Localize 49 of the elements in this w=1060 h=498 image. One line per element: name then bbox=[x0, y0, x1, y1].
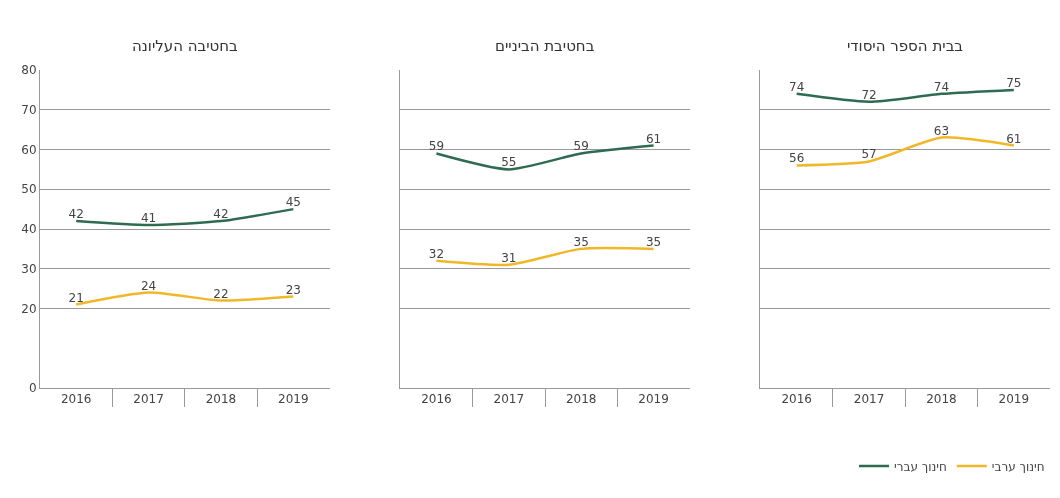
data-label: 74 bbox=[933, 79, 950, 94]
data-label: 75 bbox=[1006, 75, 1022, 90]
data-label: 61 bbox=[645, 131, 662, 146]
x-tick-label: 2018 bbox=[205, 392, 237, 407]
data-label: 59 bbox=[573, 139, 589, 154]
data-label: 56 bbox=[789, 151, 805, 166]
data-label: 42 bbox=[213, 207, 229, 222]
x-tick-label: 2016 bbox=[60, 392, 92, 407]
data-label: 22 bbox=[213, 286, 229, 301]
x-tick-label: 2019 bbox=[998, 392, 1030, 407]
data-label: 42 bbox=[68, 207, 84, 222]
y-tick-label: 80 bbox=[21, 63, 37, 78]
data-label: 32 bbox=[428, 246, 445, 261]
data-label: 57 bbox=[861, 147, 877, 162]
x-tick-label: 2018 bbox=[565, 392, 597, 407]
data-label: 41 bbox=[140, 211, 157, 226]
data-label: 61 bbox=[1006, 131, 1022, 146]
chart-title: בחטיבת הביניים bbox=[495, 37, 595, 55]
data-label: 55 bbox=[501, 155, 517, 170]
chart-title: בחטיבה העליונה bbox=[132, 37, 239, 55]
data-label: 63 bbox=[933, 123, 950, 138]
data-label: 59 bbox=[428, 139, 445, 154]
x-tick-label: 2017 bbox=[133, 392, 164, 407]
x-tick-label: 2016 bbox=[421, 392, 452, 407]
data-label: 35 bbox=[573, 234, 589, 249]
y-tick-label: 20 bbox=[21, 301, 37, 316]
x-tick-label: 2019 bbox=[638, 392, 669, 407]
y-tick-label: 30 bbox=[21, 261, 37, 276]
data-label: 72 bbox=[861, 87, 877, 102]
data-label: 21 bbox=[68, 290, 84, 305]
data-label: 35 bbox=[645, 234, 662, 249]
data-label: 74 bbox=[789, 79, 805, 94]
legend-label: חינוך עברי bbox=[894, 459, 947, 474]
data-label: 45 bbox=[285, 195, 301, 210]
data-label: 23 bbox=[285, 282, 301, 297]
x-tick-label: 2017 bbox=[493, 392, 525, 407]
x-tick-label: 2019 bbox=[278, 392, 309, 407]
y-tick-label: 60 bbox=[21, 142, 37, 157]
data-label: 31 bbox=[501, 250, 517, 265]
legend-label: חינוך ערבי bbox=[991, 459, 1045, 474]
y-tick-label: 50 bbox=[21, 182, 37, 197]
x-tick-label: 2016 bbox=[781, 392, 812, 407]
y-tick-label: 70 bbox=[21, 102, 37, 117]
y-tick-label: 40 bbox=[21, 222, 37, 237]
y-tick-label: 0 bbox=[28, 381, 37, 396]
x-tick-label: 2017 bbox=[853, 392, 885, 407]
data-label: 24 bbox=[140, 278, 157, 293]
chart-title: בבית הספר היסודי bbox=[847, 37, 964, 55]
x-tick-label: 2018 bbox=[926, 392, 957, 407]
